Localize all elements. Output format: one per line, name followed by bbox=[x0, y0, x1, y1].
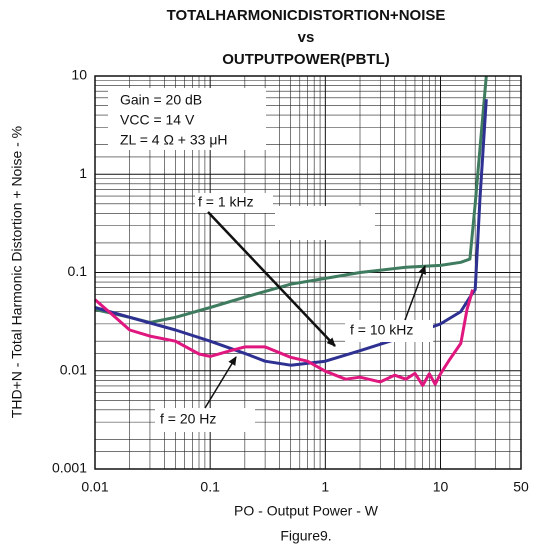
annotation: f = 1 kHz bbox=[198, 194, 254, 210]
y-tick-label: 10 bbox=[71, 67, 87, 83]
annotation: f = 10 kHz bbox=[350, 322, 413, 338]
arrow bbox=[207, 211, 336, 347]
plot-frame bbox=[94, 75, 522, 470]
series-line bbox=[94, 289, 475, 387]
x-axis-label: PO - Output Power - W bbox=[234, 503, 379, 519]
y-tick-label: 0.001 bbox=[52, 460, 87, 476]
x-tick-label: 0.1 bbox=[200, 479, 220, 495]
label-bg bbox=[345, 320, 433, 342]
blank-box bbox=[275, 206, 375, 240]
condition: Gain = 20 dB bbox=[120, 92, 202, 108]
y-tick-label: 0.1 bbox=[68, 263, 88, 279]
title-line: vs bbox=[298, 29, 315, 46]
y-tick-label: 1 bbox=[79, 165, 87, 181]
condition: VCC = 14 V bbox=[120, 112, 195, 128]
y-tick-label: 0.01 bbox=[60, 361, 87, 377]
title-line: TOTALHARMONICDISTORTION+NOISE bbox=[167, 7, 446, 24]
x-tick-label: 0.01 bbox=[81, 479, 108, 495]
arrow bbox=[404, 265, 426, 321]
title-line: OUTPUTPOWER(PBTL) bbox=[222, 51, 389, 68]
annotation: f = 20 Hz bbox=[160, 411, 216, 427]
series bbox=[94, 75, 488, 387]
label-bg bbox=[155, 408, 255, 432]
x-tick-label: 1 bbox=[321, 479, 329, 495]
y-axis-label: THD+N - Total Harmonic Distortion + Nois… bbox=[9, 126, 25, 418]
label-bg bbox=[195, 193, 273, 213]
x-tick-label: 10 bbox=[433, 479, 449, 495]
arrow bbox=[204, 356, 237, 409]
series-line bbox=[94, 75, 488, 324]
condition: ZL = 4 Ω + 33 μH bbox=[120, 132, 228, 148]
conditions-box bbox=[108, 88, 266, 150]
x-tick-label: 50 bbox=[513, 479, 529, 495]
caption: Figure9. bbox=[280, 528, 331, 544]
